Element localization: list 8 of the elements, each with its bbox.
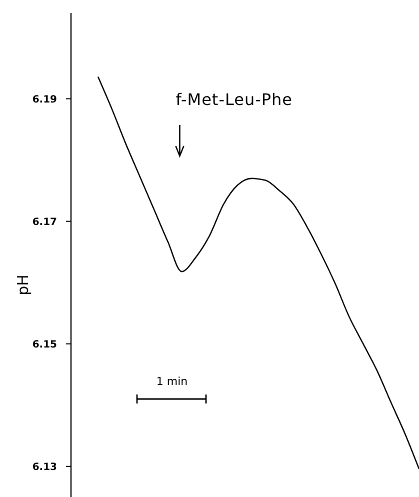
line-series	[97, 76, 419, 470]
y-tick-label: 6.15	[32, 339, 58, 350]
y-tick-label: 6.19	[32, 94, 58, 106]
y-tick-label: 6.17	[32, 216, 58, 228]
annotation: f-Met-Leu-Phe	[176, 90, 292, 109]
annotation: 1 min	[156, 375, 188, 388]
y-tick-label: 6.13	[32, 462, 58, 473]
y-axis-title: pH	[14, 274, 32, 296]
